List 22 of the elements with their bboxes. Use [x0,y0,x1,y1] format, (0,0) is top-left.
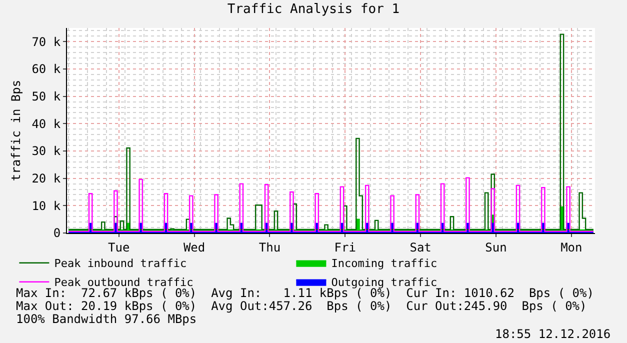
text: Max Out: 20.19 kBps ( 0%) Avg Out:457.26 Bps ( 0%) Cur Out:245.90 Bps ( 0%) [16,299,587,313]
legend-label: Incoming traffic [331,257,438,270]
legend-label: Peak inbound traffic [54,257,187,270]
x-tick-label: Mon [560,240,582,254]
y-tick-label: 10 k [32,198,62,213]
x-tick-label: Sat [410,240,432,254]
x-tick-label: Tue [108,240,130,254]
text: 100% Bandwidth 97.66 MBps [16,312,197,326]
x-tick-label: Thu [258,240,281,254]
y-tick-label: 60 k [32,62,62,76]
y-axis-title: traffic in Bps [8,80,23,182]
x-tick-label: Wed [183,240,206,254]
y-tick-label: 0 [53,226,61,240]
x-tick-label: Fri [334,240,356,254]
x-tick-label: Sun [485,240,507,254]
y-tick-label: 30 k [32,144,62,158]
y-tick-label: 50 k [32,90,62,104]
text: 18:55 12.12.2016 [495,327,611,341]
y-tick-label: 20 k [32,172,62,186]
chart-title: Traffic Analysis for 1 [227,2,400,18]
y-tick-label: 70 k [32,34,62,49]
y-tick-label: 40 k [32,116,62,131]
